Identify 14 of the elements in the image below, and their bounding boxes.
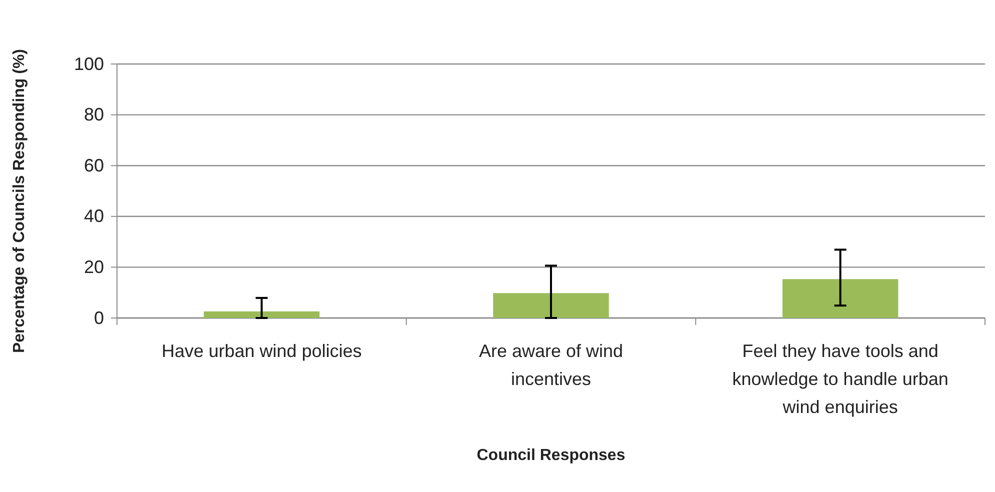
y-tick-label: 100 (74, 54, 104, 74)
bar (204, 311, 320, 318)
y-tick-label: 0 (94, 308, 104, 328)
x-tick-label: Feel they have tools and knowledge to handle urban wind enquiries (732, 341, 948, 417)
x-tick-label: Have urban wind policies (162, 341, 362, 361)
y-tick-label: 40 (84, 206, 104, 226)
y-tick-label: 20 (84, 256, 104, 277)
bar (493, 293, 609, 318)
y-axis-title: Percentage of Councils Responding (%) (11, 48, 28, 354)
x-axis-title: Council Responses (476, 447, 626, 464)
y-tick-label: 80 (84, 104, 104, 125)
y-tick-label: 60 (84, 155, 104, 176)
x-tick-label: Are aware of wind incentives (478, 341, 624, 389)
bar (782, 279, 898, 318)
